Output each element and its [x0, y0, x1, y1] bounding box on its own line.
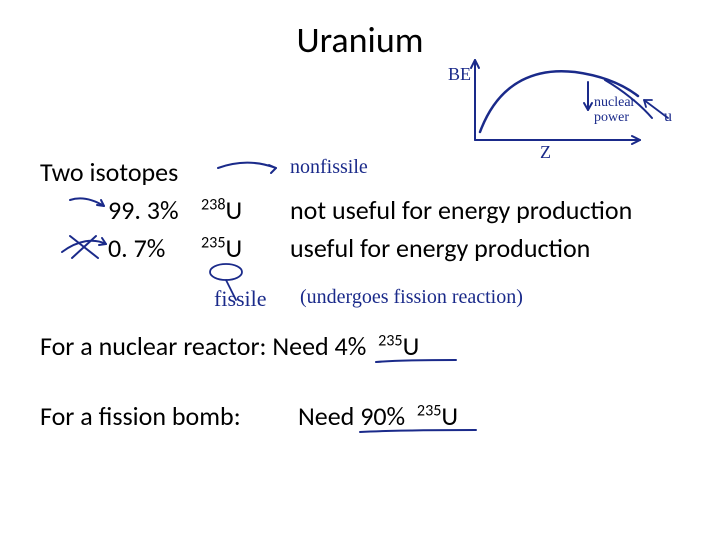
handwritten-fissile: fissile [214, 286, 267, 312]
reactor-mass: 235 [378, 331, 403, 350]
page-title: Uranium [0, 18, 720, 62]
graph-label-be: BE [448, 64, 471, 85]
bomb-label: For a fission bomb: [40, 400, 241, 432]
reactor-label: For a nuclear reactor: Need 4% [40, 330, 366, 362]
isotope1-pct: 99. 3% [108, 194, 179, 226]
graph-label-nuclear-power: nuclear power [594, 96, 635, 125]
graph-label-z: Z [540, 142, 551, 163]
isotope2-pct: 0. 7% [108, 232, 165, 264]
handwritten-nonfissile: nonfissile [290, 156, 368, 179]
handwriting-layer [0, 0, 720, 540]
reactor-line: For a nuclear reactor: Need 4% 235U [40, 330, 419, 362]
isotope2-nuclide: 235U [201, 232, 242, 264]
bomb-symbol: U [441, 400, 458, 432]
isotope2-mass: 235 [201, 233, 226, 252]
isotope1-nuclide: 238U [201, 194, 242, 226]
handwritten-fission-reaction: (undergoes fission reaction) [300, 286, 523, 309]
graph-label-u: u [664, 108, 672, 126]
isotope1-desc: not useful for energy production [290, 194, 632, 226]
isotope1-mass: 238 [201, 195, 226, 214]
bomb-need-text: Need 90% [298, 400, 405, 432]
isotope2-desc: useful for energy production [290, 232, 590, 264]
isotopes-heading: Two isotopes [40, 156, 178, 188]
bomb-mass: 235 [417, 401, 442, 420]
isotope1-symbol: U [226, 194, 243, 226]
bomb-need: Need 90% 235U [298, 400, 458, 432]
reactor-symbol: U [403, 330, 420, 362]
isotope2-symbol: U [226, 232, 243, 264]
slide: Uranium Two isotopes 99. 3% 238U not use… [0, 0, 720, 540]
